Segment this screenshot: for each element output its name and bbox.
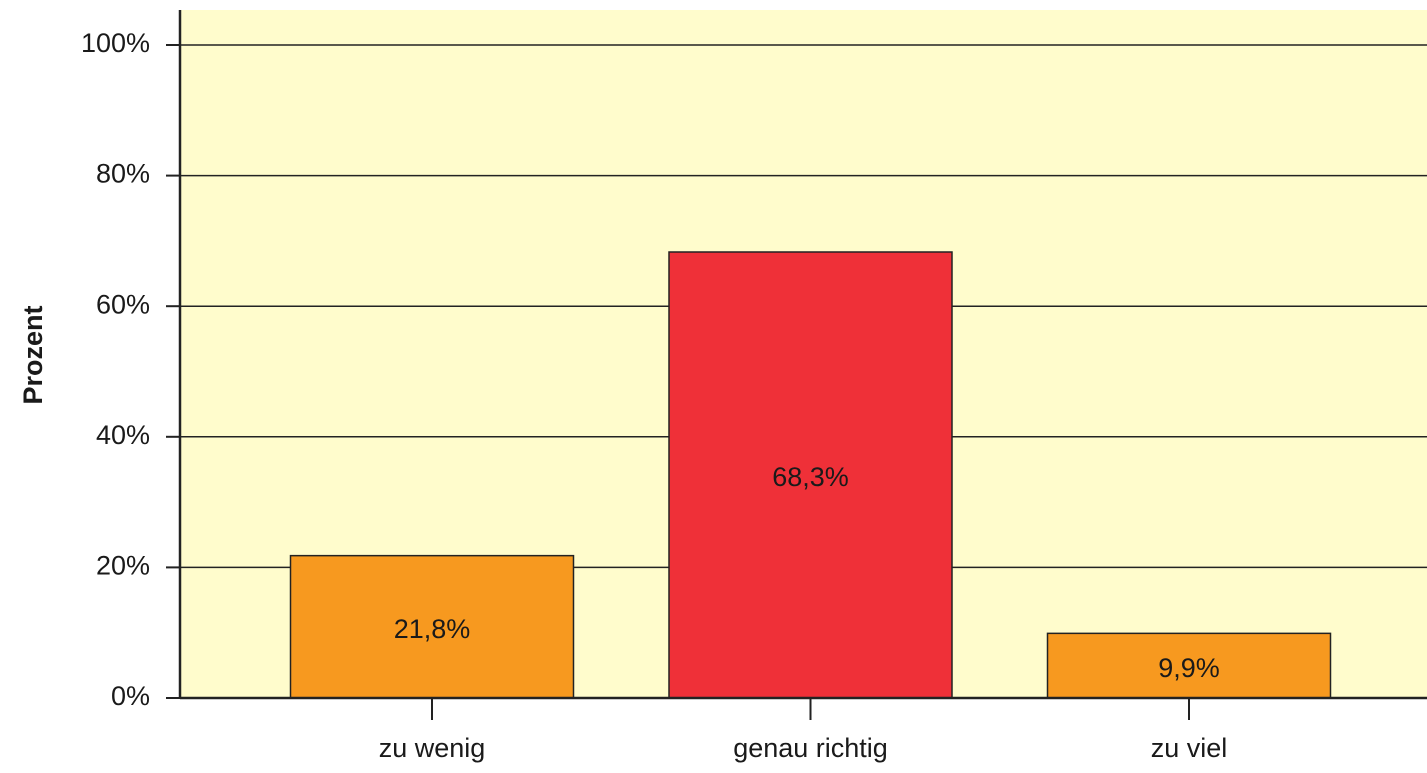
x-tick-label: genau richtig xyxy=(733,733,888,763)
y-tick-label: 0% xyxy=(111,681,150,711)
y-tick-label: 100% xyxy=(81,28,150,58)
y-tick-label: 20% xyxy=(96,551,150,581)
bar xyxy=(289,554,575,699)
data-label: 21,8% xyxy=(394,614,471,644)
data-label: 9,9% xyxy=(1158,653,1220,683)
y-tick-label: 60% xyxy=(96,289,150,319)
y-tick-label: 80% xyxy=(96,159,150,189)
y-axis-label: Prozent xyxy=(18,305,48,404)
data-label: 68,3% xyxy=(772,462,849,492)
x-tick-label: zu viel xyxy=(1151,733,1228,763)
x-tick-label: zu wenig xyxy=(379,733,486,763)
bar xyxy=(1046,632,1332,699)
y-tick-label: 40% xyxy=(96,420,150,450)
